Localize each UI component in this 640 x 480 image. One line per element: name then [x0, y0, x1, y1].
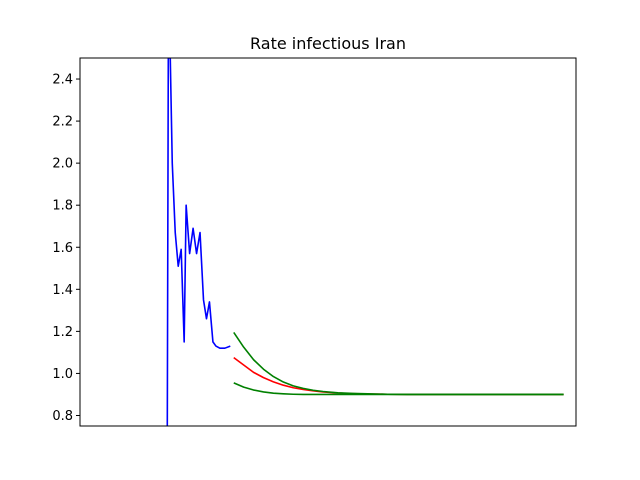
y-tick-label: 2.2 — [52, 115, 73, 130]
series-line-1 — [233, 357, 564, 396]
series-line-0 — [166, 58, 231, 426]
chart-title: Rate infectious Iran — [250, 34, 406, 53]
y-tick-label: 0.8 — [52, 409, 73, 424]
y-tick-label: 1.4 — [52, 283, 73, 298]
y-tick-label: 2.4 — [52, 73, 73, 88]
y-tick-label: 1.2 — [52, 325, 73, 340]
series-line-3 — [233, 382, 564, 396]
series-layer — [166, 58, 564, 426]
y-tick-label: 1.0 — [52, 367, 73, 382]
y-axis: 0.8 1.0 1.2 1.4 1.6 1.8 2.0 2.2 2.4 — [52, 73, 80, 424]
y-tick-label: 2.0 — [52, 157, 73, 172]
y-tick-label: 1.8 — [52, 199, 73, 214]
y-tick-label: 1.6 — [52, 241, 73, 256]
plot-frame — [79, 57, 577, 427]
